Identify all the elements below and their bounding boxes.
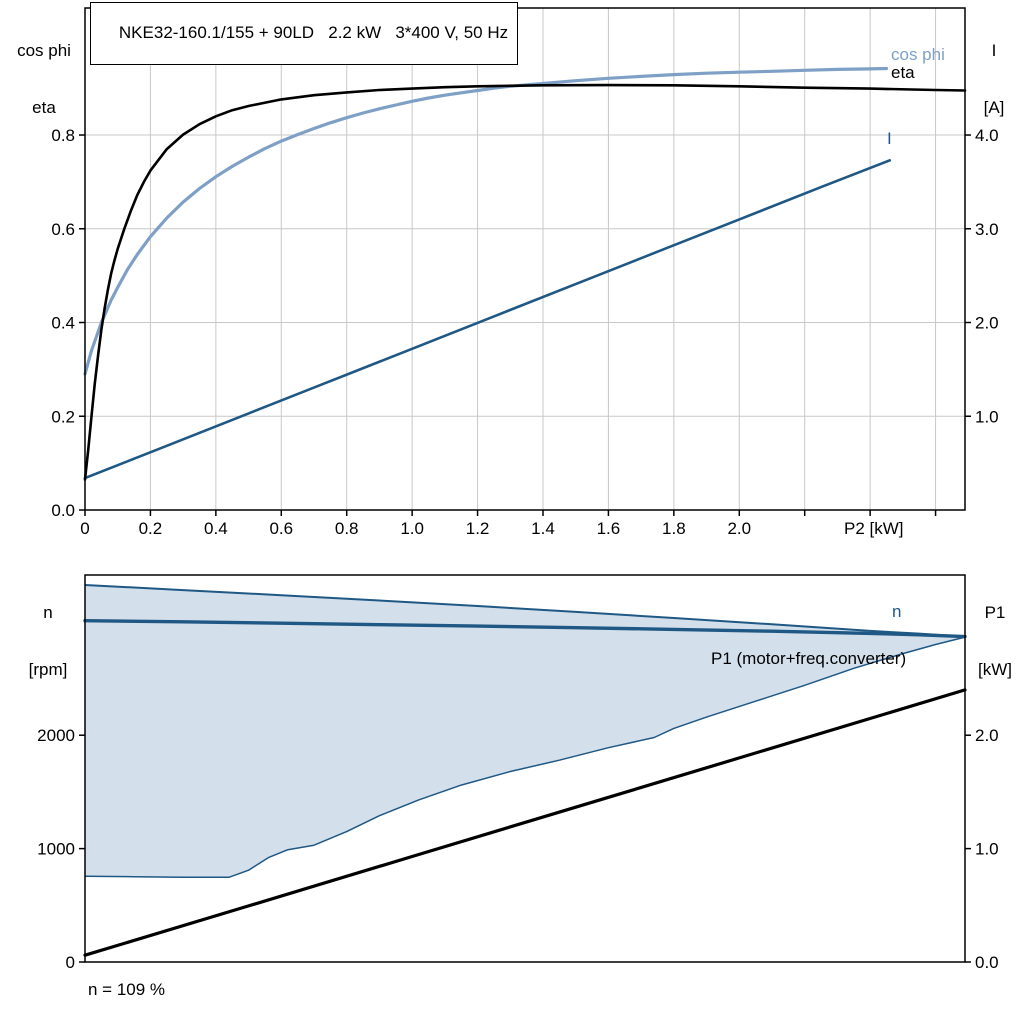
svg-text:1.6: 1.6 — [597, 519, 621, 538]
svg-text:1000: 1000 — [37, 840, 75, 859]
svg-text:2.0: 2.0 — [727, 519, 751, 538]
upper-right-axis-title: I [A] — [966, 3, 1022, 155]
svg-text:0: 0 — [66, 953, 75, 972]
left-axis-title-line1: cos phi — [17, 41, 71, 60]
p1-curve-label: P1 (motor+freq.converter) — [711, 649, 907, 668]
svg-text:0: 0 — [80, 519, 89, 538]
svg-text:1.0: 1.0 — [400, 519, 424, 538]
lower-right-axis-title: P1 [kW] — [966, 565, 1024, 717]
speed-percent-note: n = 109 % — [88, 980, 166, 999]
chart-title: NKE32-160.1/155 + 90LD 2.2 kW 3*400 V, 5… — [118, 23, 509, 42]
svg-text:1.4: 1.4 — [531, 519, 555, 538]
svg-text:0.0: 0.0 — [975, 953, 999, 972]
left-axis-title-line2: eta — [32, 98, 56, 117]
lower-chart-canvas: 0 1000 2000 0.0 1.0 2.0 — [37, 574, 999, 972]
upper-chart-canvas: 0.0 0.2 0.4 0.6 0.8 1.0 2.0 3.0 4.0 0 0.2 0.4 0.6 0.8… — [51, 7, 999, 538]
right-axis-title-line2: [A] — [983, 98, 1005, 117]
current-curve-label: I — [887, 129, 892, 148]
svg-text:2.0: 2.0 — [975, 314, 999, 333]
right-axis-title-line1: I — [991, 41, 997, 60]
svg-text:3.0: 3.0 — [975, 220, 999, 239]
speed-axis-title-line2: [rpm] — [28, 660, 68, 679]
svg-text:1.8: 1.8 — [662, 519, 686, 538]
title-box: NKE32-160.1/155 + 90LD 2.2 kW 3*400 V, 5… — [90, 2, 519, 65]
svg-text:0.8: 0.8 — [335, 519, 359, 538]
svg-text:1.0: 1.0 — [975, 407, 999, 426]
svg-text:2.0: 2.0 — [975, 726, 999, 745]
svg-text:1.2: 1.2 — [466, 519, 490, 538]
svg-text:0.0: 0.0 — [51, 501, 75, 520]
p1-axis-title-line2: [kW] — [978, 660, 1012, 679]
p1-axis-title-line1: P1 — [984, 603, 1006, 622]
svg-text:0.6: 0.6 — [269, 519, 293, 538]
x-axis-unit-label: P2 [kW] — [844, 519, 904, 538]
svg-text:0.2: 0.2 — [51, 407, 75, 426]
svg-text:0.6: 0.6 — [51, 220, 75, 239]
svg-text:0.2: 0.2 — [139, 519, 163, 538]
lower-left-axis-title: n [rpm] — [10, 565, 86, 717]
eta-curve-label: eta — [891, 63, 915, 82]
svg-text:2000: 2000 — [37, 726, 75, 745]
speed-axis-title-line1: n — [43, 603, 53, 622]
cos-phi-curve-label: cos phi — [891, 45, 945, 64]
svg-text:0.4: 0.4 — [204, 519, 228, 538]
svg-text:0.8: 0.8 — [51, 126, 75, 145]
svg-text:0.4: 0.4 — [51, 314, 75, 333]
svg-text:4.0: 4.0 — [975, 126, 999, 145]
upper-left-axis-title: cos phi eta — [6, 3, 82, 155]
svg-text:1.0: 1.0 — [975, 840, 999, 859]
speed-curve-label: n — [892, 602, 902, 621]
